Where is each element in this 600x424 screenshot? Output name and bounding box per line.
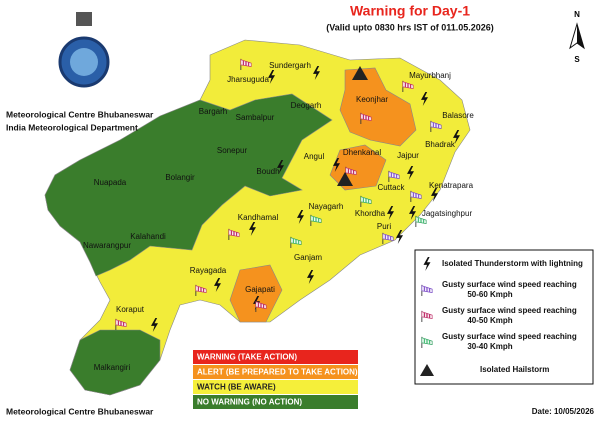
district-label: Boudh bbox=[256, 167, 279, 176]
region-no-warning bbox=[69, 329, 161, 396]
org-dept: India Meteorological Department bbox=[6, 122, 138, 132]
warning-level-label: NO WARNING (NO ACTION) bbox=[197, 398, 302, 407]
compass-south: S bbox=[574, 55, 580, 64]
legend: Isolated Thunderstorm with lightning Gust… bbox=[420, 257, 583, 376]
district-label: Cuttack bbox=[377, 183, 405, 192]
district-label: Bolangir bbox=[165, 173, 195, 182]
district-label: Gajapati bbox=[245, 285, 275, 294]
subtitle: (Valid upto 0830 hrs IST of 011.05.2026) bbox=[326, 22, 494, 32]
region-alert bbox=[229, 264, 283, 323]
district-label: Sambalpur bbox=[236, 113, 275, 122]
district-label: Deogarh bbox=[291, 101, 322, 110]
warning-level-swatch bbox=[193, 380, 358, 394]
legend-label: 50-60 Kmph bbox=[467, 290, 512, 299]
region-alert bbox=[339, 67, 417, 147]
hazard-icons bbox=[115, 58, 460, 332]
district-label: Kandhamal bbox=[238, 213, 279, 222]
district-label: Ganjam bbox=[294, 253, 322, 262]
district-label: Nayagarh bbox=[309, 202, 344, 211]
compass: N S bbox=[569, 10, 585, 64]
legend-label: Gusty surface wind speed reaching bbox=[442, 306, 577, 315]
district-label: Balasore bbox=[442, 111, 474, 120]
compass-north: N bbox=[574, 10, 580, 19]
legend-label: 40-50 Kmph bbox=[467, 316, 512, 325]
district-label: Jajpur bbox=[397, 151, 419, 160]
district-label: Bargarh bbox=[199, 107, 227, 116]
emblem bbox=[58, 12, 110, 88]
district-label: Koraput bbox=[116, 305, 145, 314]
title: Warning for Day-1 bbox=[350, 3, 470, 19]
legend-label: Isolated Thunderstorm with lightning bbox=[442, 259, 583, 268]
district-label: Puri bbox=[377, 222, 391, 231]
warning-level-label: WARNING (TAKE ACTION) bbox=[197, 353, 297, 362]
district-label: Kalahandi bbox=[130, 232, 166, 241]
district-label: Jharsuguda bbox=[227, 75, 269, 84]
district-label: Jagatsinghpur bbox=[422, 209, 473, 218]
district-label: Malkangiri bbox=[94, 363, 131, 372]
district-label: Bhadrak bbox=[425, 140, 456, 149]
legend-label: 30-40 Kmph bbox=[467, 342, 512, 351]
legend-label: Gusty surface wind speed reaching bbox=[442, 332, 577, 341]
warning-levels: WARNING (TAKE ACTION) ALERT (BE PREPARED … bbox=[193, 350, 358, 409]
district-label: Rayagada bbox=[190, 266, 227, 275]
district-label: Sundergarh bbox=[269, 61, 311, 70]
warning-level-swatch bbox=[193, 395, 358, 409]
region-no-warning bbox=[44, 93, 333, 277]
legend-box bbox=[414, 249, 594, 385]
district-label: Dhenkanal bbox=[343, 148, 381, 157]
district-label: Khordha bbox=[355, 209, 386, 218]
footer-date: Date: 10/05/2026 bbox=[532, 407, 595, 416]
warning-level-label: ALERT (BE PREPARED TO TAKE ACTION) bbox=[197, 368, 358, 377]
warning-level-swatch bbox=[193, 365, 358, 379]
org-name: Meteorological Centre Bhubaneswar bbox=[6, 109, 154, 119]
legend-label: Gusty surface wind speed reaching bbox=[442, 280, 577, 289]
legend-icon bbox=[420, 364, 434, 376]
district-label: Angul bbox=[304, 152, 325, 161]
district-label: Nawarangpur bbox=[83, 241, 131, 250]
district-label: Keonjhar bbox=[356, 95, 388, 104]
legend-label: Isolated Hailstorm bbox=[480, 365, 549, 374]
district-label: Kenatrapara bbox=[429, 181, 474, 190]
warning-level-swatch bbox=[193, 350, 358, 364]
district-label: Nuapada bbox=[94, 178, 127, 187]
footer-org: Meteorological Centre Bhubaneswar bbox=[6, 406, 154, 416]
warning-level-label: WATCH (BE AWARE) bbox=[197, 383, 276, 392]
district-label: Sonepur bbox=[217, 146, 248, 155]
district-label: Mayurbhanj bbox=[409, 71, 451, 80]
